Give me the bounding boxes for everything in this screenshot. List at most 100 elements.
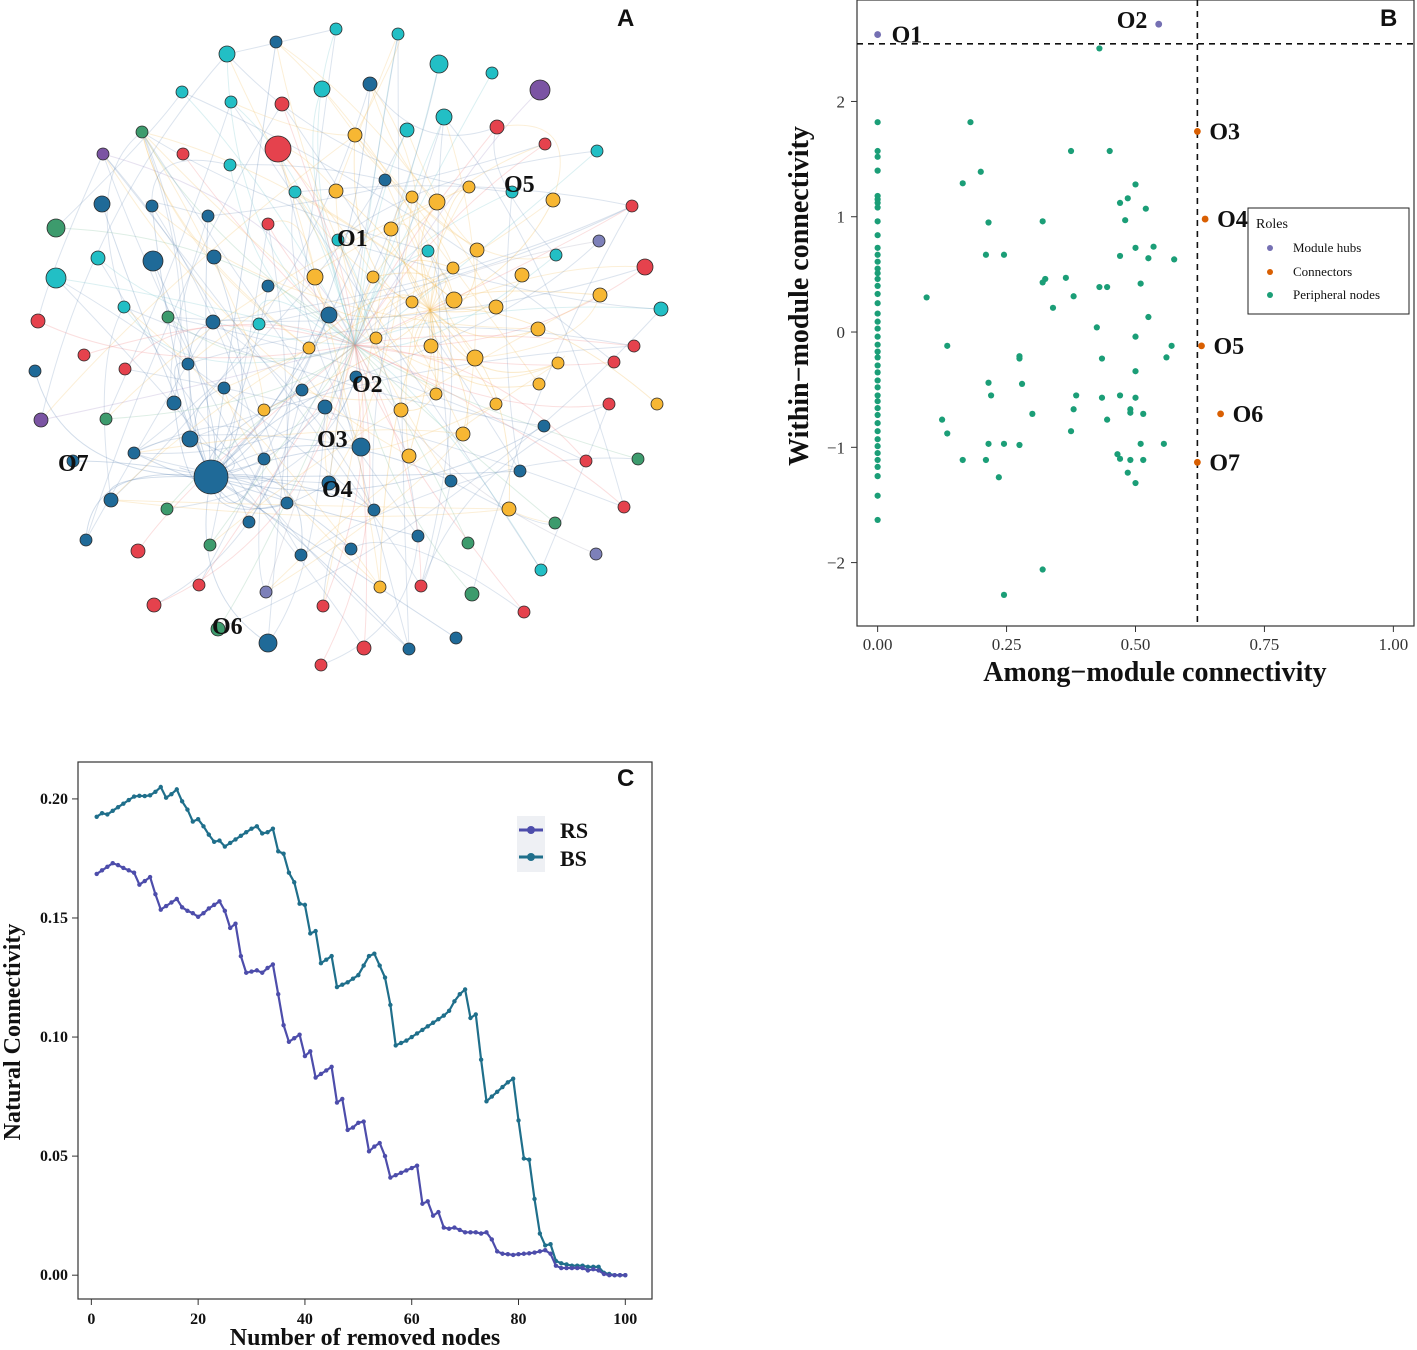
series-point-rs — [249, 969, 253, 973]
series-point-bs — [297, 901, 301, 905]
network-node — [80, 534, 92, 546]
peripheral-node-point — [875, 310, 881, 316]
peripheral-node-point — [875, 325, 881, 331]
peripheral-node-point — [1132, 334, 1138, 340]
peripheral-node-point — [1138, 281, 1144, 287]
peripheral-node-point — [875, 473, 881, 479]
network-node — [352, 438, 370, 456]
series-point-bs — [538, 1231, 542, 1235]
node-label-o6: O6 — [212, 614, 243, 640]
network-node — [626, 200, 638, 212]
network-edge — [41, 54, 227, 420]
series-point-rs — [116, 863, 120, 867]
series-point-bs — [522, 1156, 526, 1160]
series-point-rs — [292, 1036, 296, 1040]
series-point-rs — [548, 1252, 552, 1256]
series-point-bs — [308, 931, 312, 935]
peripheral-node-point — [1016, 442, 1022, 448]
peripheral-node-point — [875, 464, 881, 470]
network-node — [182, 431, 198, 447]
peripheral-node-point — [983, 252, 989, 258]
legend-label-rs: RS — [560, 818, 588, 843]
series-point-rs — [271, 962, 275, 966]
series-point-rs — [159, 907, 163, 911]
network-edge — [451, 481, 555, 524]
network-node — [467, 350, 483, 366]
network-node — [118, 301, 130, 313]
network-node — [415, 580, 427, 592]
network-edge — [370, 84, 497, 135]
peripheral-node-point — [875, 154, 881, 160]
series-point-bs — [105, 812, 109, 816]
network-node — [91, 251, 105, 265]
connector-label: O6 — [1233, 402, 1264, 428]
network-node — [270, 36, 282, 48]
legend-label-bs: BS — [560, 846, 587, 871]
series-point-bs — [207, 832, 211, 836]
series-point-rs — [394, 1173, 398, 1177]
series-point-bs — [239, 834, 243, 838]
y-tick-label: 1 — [837, 208, 846, 227]
series-point-bs — [324, 957, 328, 961]
peripheral-node-point — [1068, 428, 1074, 434]
network-node — [143, 251, 163, 271]
x-tick-label: 0.25 — [992, 635, 1022, 654]
y-tick-label: 0.20 — [40, 791, 68, 808]
peripheral-node-point — [875, 412, 881, 418]
network-node — [357, 641, 371, 655]
x-axis-title: Among−module connectivity — [983, 657, 1326, 688]
series-point-rs — [207, 906, 211, 910]
peripheral-node-point — [1073, 392, 1079, 398]
network-node — [531, 322, 545, 336]
peripheral-node-point — [1132, 368, 1138, 374]
peripheral-node-point — [1132, 181, 1138, 187]
peripheral-node-point — [1001, 441, 1007, 447]
peripheral-node-point — [1127, 457, 1133, 463]
network-node — [119, 363, 131, 375]
network-node — [486, 67, 498, 79]
x-tick-label: 80 — [511, 1311, 527, 1328]
network-node — [363, 77, 377, 91]
peripheral-node-point — [1143, 206, 1149, 212]
series-point-rs — [575, 1266, 579, 1270]
series-point-rs — [308, 1049, 312, 1053]
series-point-bs — [260, 831, 264, 835]
node-label-o7: O7 — [58, 451, 89, 477]
peripheral-node-point — [1163, 354, 1169, 360]
peripheral-node-point — [875, 245, 881, 251]
node-label-o3: O3 — [317, 427, 348, 453]
network-node — [34, 413, 48, 427]
series-point-bs — [255, 824, 259, 828]
peripheral-node-point — [1104, 417, 1110, 423]
series-point-rs — [479, 1231, 483, 1235]
scatter-points — [874, 21, 1224, 598]
series-point-rs — [559, 1266, 563, 1270]
legend-key-connectors — [1267, 269, 1273, 275]
connector-label: O7 — [1209, 450, 1240, 476]
peripheral-node-point — [875, 436, 881, 442]
peripheral-node-point — [1145, 314, 1151, 320]
peripheral-node-point — [875, 457, 881, 463]
connector-label: O4 — [1217, 207, 1248, 233]
network-node — [392, 28, 404, 40]
series-point-rs — [153, 892, 157, 896]
network-node — [206, 315, 220, 329]
y-tick-label: −2 — [827, 554, 845, 573]
y-tick-label: 0 — [837, 323, 846, 342]
series-point-rs — [228, 926, 232, 930]
network-node — [412, 530, 424, 542]
network-node — [550, 249, 562, 261]
network-node — [422, 245, 434, 257]
series-point-bs — [271, 826, 275, 830]
series-point-bs — [447, 1009, 451, 1013]
series-point-rs — [351, 1125, 355, 1129]
network-node — [46, 268, 66, 288]
series-point-bs — [479, 1057, 483, 1061]
peripheral-node-point — [875, 270, 881, 276]
network-node — [406, 296, 418, 308]
series-point-bs — [276, 849, 280, 853]
network-node — [651, 398, 663, 410]
network-node — [654, 302, 668, 316]
peripheral-node-point — [1122, 217, 1128, 223]
peripheral-node-point — [1161, 441, 1167, 447]
